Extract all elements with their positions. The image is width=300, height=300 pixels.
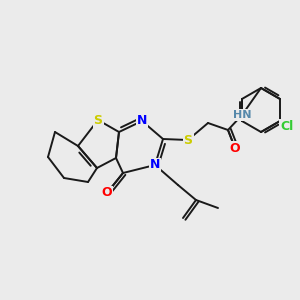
Text: N: N bbox=[150, 158, 160, 172]
Text: N: N bbox=[137, 115, 147, 128]
Text: S: S bbox=[184, 134, 193, 146]
Text: O: O bbox=[230, 142, 240, 154]
Text: O: O bbox=[102, 187, 112, 200]
Text: S: S bbox=[184, 134, 193, 146]
Text: HN: HN bbox=[233, 110, 251, 120]
Text: N: N bbox=[150, 158, 160, 172]
Text: Cl: Cl bbox=[280, 119, 294, 133]
Text: O: O bbox=[102, 187, 112, 200]
Text: N: N bbox=[137, 115, 147, 128]
Text: S: S bbox=[94, 113, 103, 127]
Text: O: O bbox=[230, 142, 240, 154]
Text: S: S bbox=[94, 113, 103, 127]
Text: Cl: Cl bbox=[280, 119, 294, 133]
Text: HN: HN bbox=[233, 110, 251, 120]
